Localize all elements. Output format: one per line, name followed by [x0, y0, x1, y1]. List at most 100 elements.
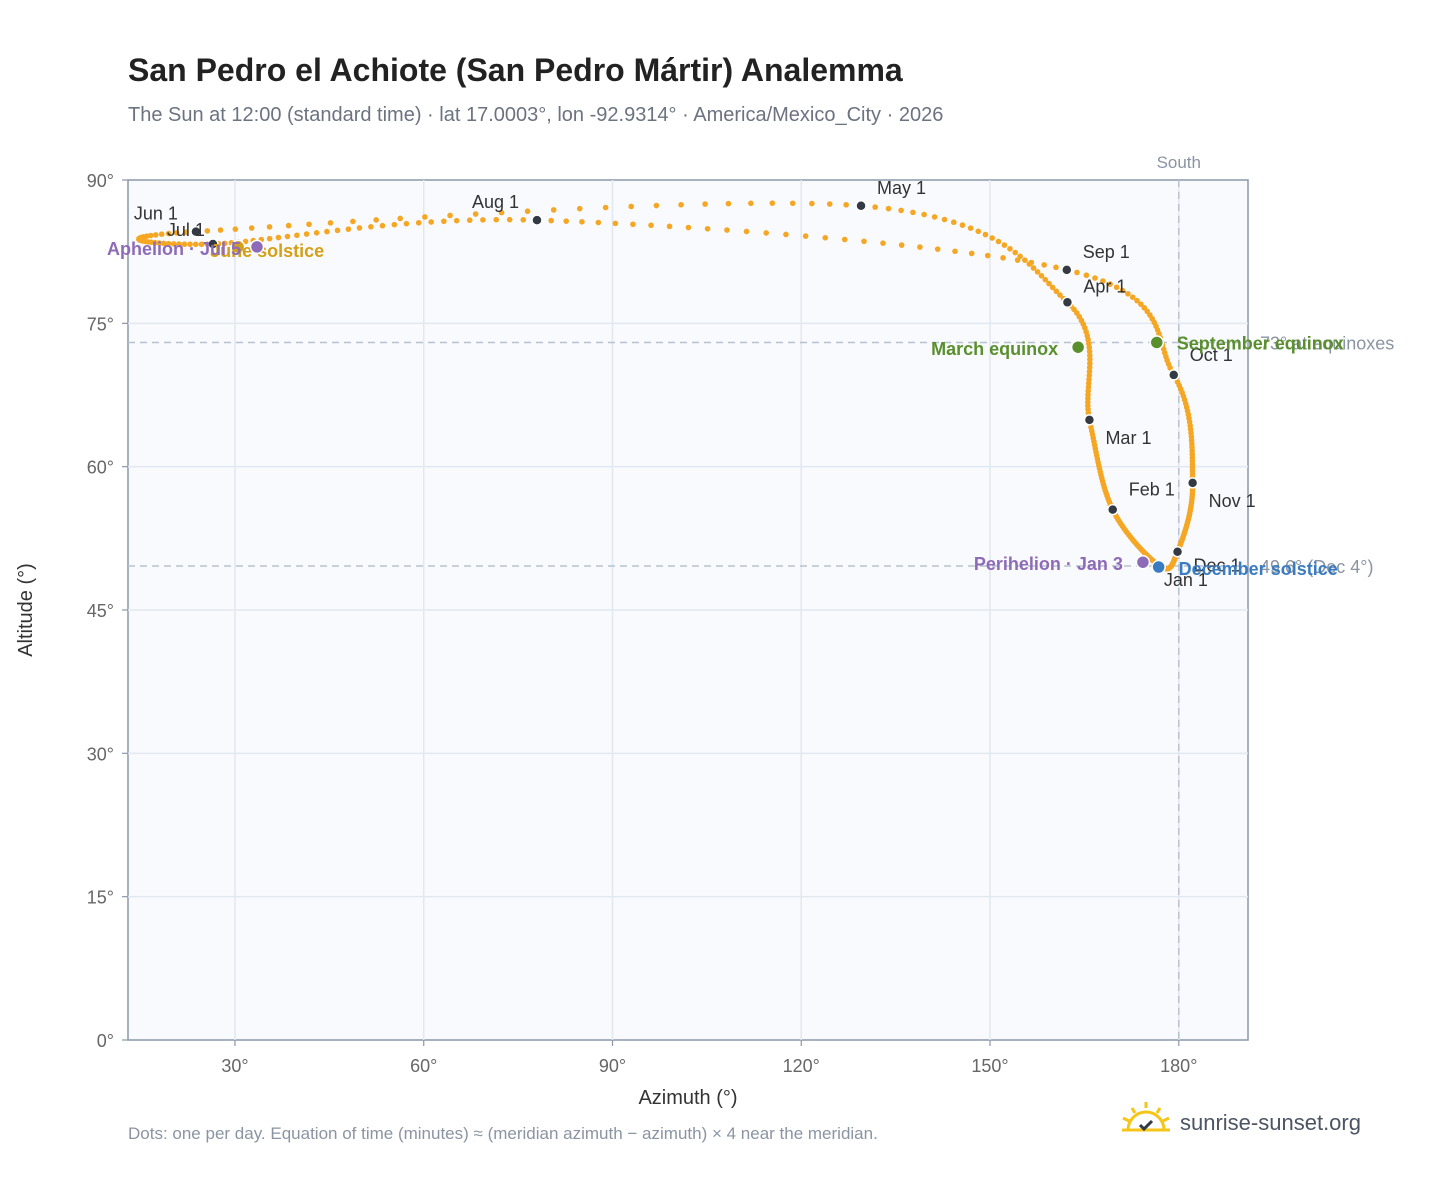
daily-dot [324, 228, 330, 235]
daily-dot [1041, 262, 1047, 268]
daily-dot [520, 217, 527, 223]
x-tick-label: 60° [410, 1056, 437, 1076]
event-marker [1135, 554, 1151, 570]
daily-dot [173, 230, 180, 236]
south-label: South [1157, 153, 1201, 172]
month-marker [1186, 477, 1199, 489]
daily-dot [1007, 245, 1013, 252]
daily-dot [595, 219, 602, 226]
daily-dot [204, 228, 211, 234]
daily-dot [984, 252, 991, 259]
daily-dot [294, 232, 300, 239]
grid-lines [128, 180, 1248, 1040]
daily-dot [480, 217, 486, 223]
daily-dot [232, 226, 239, 232]
daily-dot [313, 230, 320, 236]
daily-dot [217, 227, 224, 233]
daily-dot [802, 233, 809, 239]
month-marker [1106, 503, 1119, 516]
month-marker [190, 225, 202, 238]
daily-dot [1049, 284, 1056, 291]
daily-dot [1138, 301, 1144, 307]
daily-dot [724, 227, 730, 233]
daily-dot [1129, 294, 1136, 300]
month-marker [1171, 545, 1184, 558]
reference-lines: South 73° at equinoxes 49.6° (Dec 4°) [128, 153, 1394, 1040]
daily-dot [666, 223, 673, 230]
daily-dot [841, 236, 848, 243]
event-marker [230, 239, 246, 255]
x-tick-label: 120° [783, 1056, 820, 1076]
daily-dot [447, 212, 453, 219]
daily-dot [441, 218, 447, 225]
daily-dot [1022, 257, 1028, 263]
daily-dot [843, 201, 849, 208]
month-marker [1083, 414, 1096, 426]
daily-dot [789, 200, 796, 207]
daily-dot [524, 208, 531, 215]
daily-dot [1042, 276, 1049, 283]
daily-dot [783, 231, 789, 238]
x-tick-label: 90° [599, 1056, 626, 1076]
daily-dot [422, 214, 428, 220]
x-tick-label: 150° [971, 1056, 1008, 1076]
month-label: Jun 1 [134, 204, 178, 224]
daily-dot [1107, 281, 1113, 287]
daily-dot [917, 244, 923, 250]
daily-dot [192, 241, 199, 248]
daily-dot [284, 233, 291, 240]
daily-dot [158, 231, 165, 238]
daily-dot [941, 216, 948, 223]
daily-dot [415, 219, 422, 226]
event-label: March equinox [931, 339, 1058, 359]
daily-dot [187, 241, 193, 248]
daily-dot [748, 200, 754, 207]
daily-dot [285, 222, 292, 229]
daily-dot [702, 201, 708, 207]
daily-dot [1086, 372, 1093, 379]
daily-dot [1125, 291, 1131, 297]
daily-dot [466, 217, 473, 224]
sun-logo-icon [1120, 1100, 1172, 1145]
daily-dot [931, 214, 938, 220]
y-tick-label: 75° [87, 314, 114, 334]
daily-dot [1034, 269, 1041, 275]
daily-dot [704, 225, 711, 232]
footnote: Dots: one per day. Equation of time (min… [128, 1124, 878, 1143]
daily-dot [248, 225, 255, 231]
daily-dot [995, 238, 1002, 245]
event-marker [1149, 335, 1165, 350]
event-marker [249, 239, 265, 255]
y-tick-label: 0° [97, 1031, 114, 1051]
daily-dot [152, 239, 158, 246]
daily-dot [403, 220, 410, 227]
event-marker [1151, 559, 1166, 575]
daily-dot [885, 205, 892, 212]
daily-dot [1086, 368, 1093, 375]
month-label: Nov 1 [1209, 491, 1256, 511]
daily-dot [1074, 269, 1080, 276]
daily-dot [1053, 264, 1059, 271]
daily-dot [1100, 278, 1106, 284]
daily-dot [453, 217, 460, 224]
month-marker [1168, 369, 1180, 381]
daily-dot [1012, 249, 1019, 256]
month-label: Sep 1 [1083, 242, 1130, 262]
event-label: December solstice [1179, 559, 1338, 579]
daily-dot [630, 221, 636, 228]
daily-dot [493, 216, 500, 223]
daily-dot [1134, 297, 1140, 304]
event-marker [1070, 339, 1086, 355]
daily-dot [1046, 280, 1052, 287]
month-label: Apr 1 [1083, 276, 1126, 296]
daily-dot [303, 231, 310, 237]
daily-dot [826, 201, 833, 207]
daily-dot [952, 248, 958, 255]
daily-dot [612, 220, 619, 227]
event-label: June solstice [210, 241, 324, 261]
daily-dot [602, 204, 609, 211]
y-tick-label: 30° [87, 744, 114, 764]
daily-dot [198, 241, 205, 248]
brand[interactable]: sunrise-sunset.org [1120, 1100, 1361, 1145]
daily-dot [350, 218, 356, 225]
